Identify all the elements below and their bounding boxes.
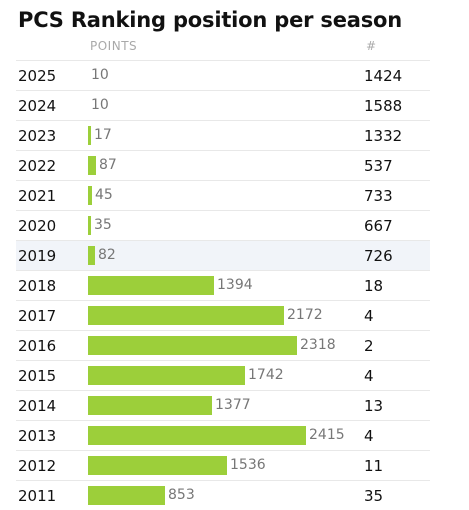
table-row[interactable]: 2024 10 1588	[16, 90, 430, 120]
points-value: 1394	[217, 277, 253, 293]
points-value: 10	[91, 67, 109, 83]
table-row[interactable]: 2019 82 726	[16, 240, 430, 270]
rank-value: 726	[364, 247, 393, 265]
season-year[interactable]: 2019	[18, 247, 57, 265]
rank-value: 11	[364, 457, 384, 475]
points-bar	[88, 486, 165, 505]
season-year[interactable]: 2015	[18, 367, 57, 385]
points-bar	[88, 186, 92, 205]
points-bar	[88, 396, 212, 415]
rank-column-header: #	[366, 39, 377, 53]
table-row[interactable]: 2023 17 1332	[16, 120, 430, 150]
rank-value: 4	[364, 427, 374, 445]
rank-value: 18	[364, 277, 384, 295]
points-value: 45	[95, 187, 113, 203]
season-year[interactable]: 2011	[18, 487, 57, 505]
rank-value: 4	[364, 307, 374, 325]
season-year[interactable]: 2016	[18, 337, 57, 355]
points-bar	[88, 336, 297, 355]
points-bar	[88, 366, 245, 385]
points-value: 853	[168, 487, 195, 503]
rank-value: 35	[364, 487, 384, 505]
page-title: PCS Ranking position per season	[18, 8, 402, 32]
table-row[interactable]: 2021 45 733	[16, 180, 430, 210]
table-row[interactable]: 2012 1536 11	[16, 450, 430, 480]
rank-value: 2	[364, 337, 374, 355]
points-bar	[88, 156, 96, 175]
rank-value: 1588	[364, 97, 403, 115]
season-year[interactable]: 2023	[18, 127, 57, 145]
season-year[interactable]: 2021	[18, 187, 57, 205]
season-year[interactable]: 2013	[18, 427, 57, 445]
rank-value: 1424	[364, 67, 403, 85]
season-year[interactable]: 2018	[18, 277, 57, 295]
table-row[interactable]: 2014 1377 13	[16, 390, 430, 420]
table-row[interactable]: 2013 2415 4	[16, 420, 430, 450]
points-bar	[88, 306, 284, 325]
season-year[interactable]: 2025	[18, 67, 57, 85]
points-value: 2415	[309, 427, 345, 443]
rank-value: 667	[364, 217, 393, 235]
season-year[interactable]: 2017	[18, 307, 57, 325]
rank-value: 733	[364, 187, 393, 205]
rank-value: 13	[364, 397, 384, 415]
points-value: 2318	[300, 337, 336, 353]
points-value: 35	[94, 217, 112, 233]
points-value: 1742	[248, 367, 284, 383]
points-value: 10	[91, 97, 109, 113]
points-value: 87	[99, 157, 117, 173]
season-year[interactable]: 2024	[18, 97, 57, 115]
table-header: POINTS #	[0, 39, 469, 59]
season-year[interactable]: 2012	[18, 457, 57, 475]
table-row[interactable]: 2018 1394 18	[16, 270, 430, 300]
table-row[interactable]: 2020 35 667	[16, 210, 430, 240]
season-year[interactable]: 2014	[18, 397, 57, 415]
points-value: 1536	[230, 457, 266, 473]
rank-value: 537	[364, 157, 393, 175]
points-value: 82	[98, 247, 116, 263]
points-value: 17	[94, 127, 112, 143]
table-row[interactable]: 2011 853 35	[16, 480, 430, 510]
points-bar	[88, 276, 214, 295]
season-year[interactable]: 2022	[18, 157, 57, 175]
points-bar	[88, 126, 91, 145]
points-bar	[88, 246, 95, 265]
season-year[interactable]: 2020	[18, 217, 57, 235]
ranking-table: 2025 10 1424 2024 10 1588 2023 17 1332 2022 87 537 2…	[0, 60, 469, 510]
table-row[interactable]: 2015 1742 4	[16, 360, 430, 390]
points-bar	[88, 216, 91, 235]
points-value: 2172	[287, 307, 323, 323]
points-value: 1377	[215, 397, 251, 413]
table-row[interactable]: 2016 2318 2	[16, 330, 430, 360]
rank-value: 4	[364, 367, 374, 385]
points-bar	[88, 426, 306, 445]
table-row[interactable]: 2025 10 1424	[16, 60, 430, 90]
rank-value: 1332	[364, 127, 403, 145]
points-bar	[88, 456, 227, 475]
table-row[interactable]: 2017 2172 4	[16, 300, 430, 330]
points-column-header: POINTS	[90, 39, 138, 53]
table-row[interactable]: 2022 87 537	[16, 150, 430, 180]
